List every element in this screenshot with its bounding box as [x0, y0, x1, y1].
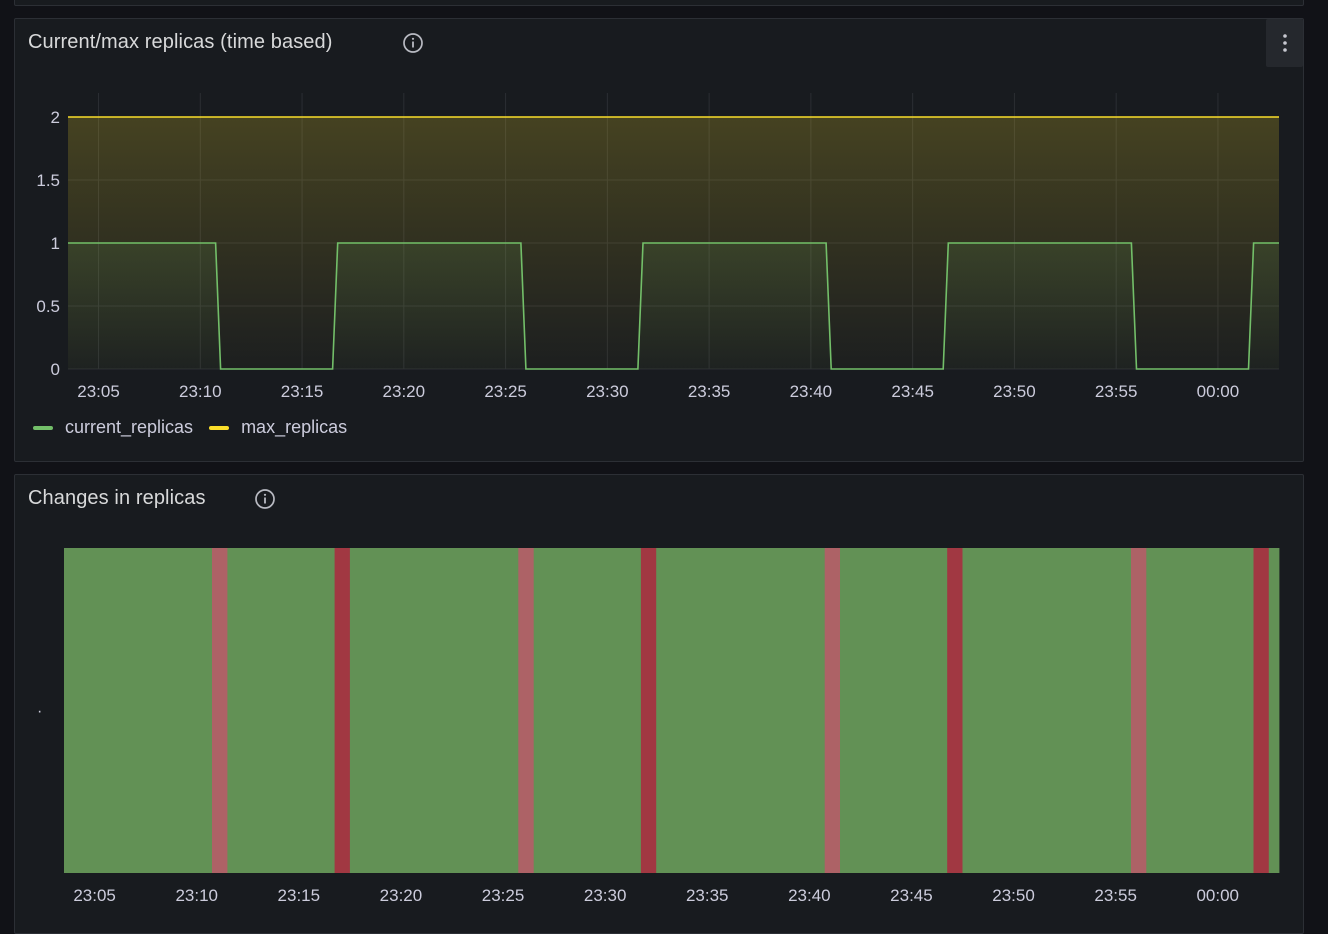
- x-tick-label: 23:05: [73, 886, 116, 905]
- x-tick-label: 23:30: [586, 382, 629, 401]
- state-segment-decrease[interactable]: [1131, 548, 1147, 873]
- x-tick-label: 23:25: [484, 382, 527, 401]
- x-tick-label: 23:20: [380, 886, 423, 905]
- x-tick-label: 23:15: [281, 382, 324, 401]
- panel-menu-button[interactable]: [1266, 19, 1303, 67]
- series-area-current_replicas: [68, 243, 1279, 369]
- state-segment-increase[interactable]: [947, 548, 963, 873]
- state-segment-decrease[interactable]: [824, 548, 841, 873]
- previous-panel-edge: [14, 0, 1304, 6]
- y-tick-label: 1: [51, 234, 60, 253]
- info-circle-icon[interactable]: [254, 488, 276, 510]
- panel-title: Current/max replicas (time based): [28, 31, 333, 53]
- state-segment-steady[interactable]: [962, 548, 1132, 873]
- state-segment-steady[interactable]: [1146, 548, 1254, 873]
- state-segment-increase[interactable]: [1253, 548, 1270, 873]
- x-tick-label: 23:35: [686, 886, 729, 905]
- chart-legend: current_replicas max_replicas: [33, 417, 347, 438]
- x-tick-label: 23:40: [790, 382, 833, 401]
- panel-title: Changes in replicas: [28, 487, 206, 509]
- state-segment-decrease[interactable]: [212, 548, 228, 873]
- state-segment-increase[interactable]: [334, 548, 351, 873]
- state-segment-steady[interactable]: [1268, 548, 1280, 873]
- legend-swatch: [33, 425, 53, 430]
- panel-current-max-replicas: Current/max replicas (time based): [14, 18, 1304, 462]
- y-tick-label: 2: [51, 108, 60, 127]
- x-tick-label: 23:25: [482, 886, 525, 905]
- x-tick-label: 23:55: [1094, 886, 1137, 905]
- panel-changes-in-replicas: Changes in replicas 23:05 23:10 23:15 23:20…: [14, 474, 1304, 934]
- x-tick-label: 23:50: [992, 886, 1035, 905]
- x-tick-label: 23:10: [175, 886, 218, 905]
- legend-item-current-replicas[interactable]: current_replicas: [33, 417, 193, 438]
- x-tick-label: 23:45: [891, 382, 934, 401]
- state-segment-decrease[interactable]: [518, 548, 534, 873]
- state-segment-steady[interactable]: [349, 548, 519, 873]
- legend-label: max_replicas: [241, 417, 348, 437]
- y-tick-label: 0.5: [36, 297, 60, 316]
- legend-swatch: [209, 425, 230, 430]
- x-tick-label: 23:30: [584, 886, 627, 905]
- state-segment-steady[interactable]: [840, 548, 948, 873]
- x-tick-label: 23:40: [788, 886, 831, 905]
- state-segment-steady[interactable]: [533, 548, 642, 873]
- replicas-state-timeline: 23:05 23:10 23:15 23:20 23:25 23:30 23:35 23:40…: [37, 548, 1280, 905]
- series-line-current_replicas[interactable]: [68, 242, 1279, 370]
- x-tick-label: 23:55: [1095, 382, 1138, 401]
- x-tick-label: 00:00: [1196, 886, 1239, 905]
- y-tick-label: 0: [51, 360, 60, 379]
- y-tick-label: 1.5: [36, 171, 60, 190]
- state-segment-increase[interactable]: [640, 548, 657, 873]
- replicas-line-chart: 2 1.5 1 0.5 0 23:05 23:10 23:15 23:20 23:25 23:30…: [36, 93, 1279, 401]
- kebab-menu-icon: [1282, 34, 1287, 52]
- state-segment-steady[interactable]: [64, 548, 213, 873]
- state-segment-steady[interactable]: [227, 548, 335, 873]
- x-tick-label: 23:35: [688, 382, 731, 401]
- x-tick-label: 00:00: [1197, 382, 1240, 401]
- x-tick-label: 23:45: [890, 886, 933, 905]
- info-circle-icon[interactable]: [402, 32, 424, 54]
- x-tick-label: 23:15: [278, 886, 321, 905]
- row-label: ·: [37, 703, 42, 720]
- x-tick-label: 23:50: [993, 382, 1036, 401]
- state-segment-steady[interactable]: [656, 548, 826, 873]
- x-tick-label: 23:20: [383, 382, 426, 401]
- x-tick-label: 23:05: [77, 382, 120, 401]
- legend-label: current_replicas: [65, 417, 194, 437]
- legend-item-max-replicas[interactable]: max_replicas: [209, 417, 347, 438]
- x-tick-label: 23:10: [179, 382, 222, 401]
